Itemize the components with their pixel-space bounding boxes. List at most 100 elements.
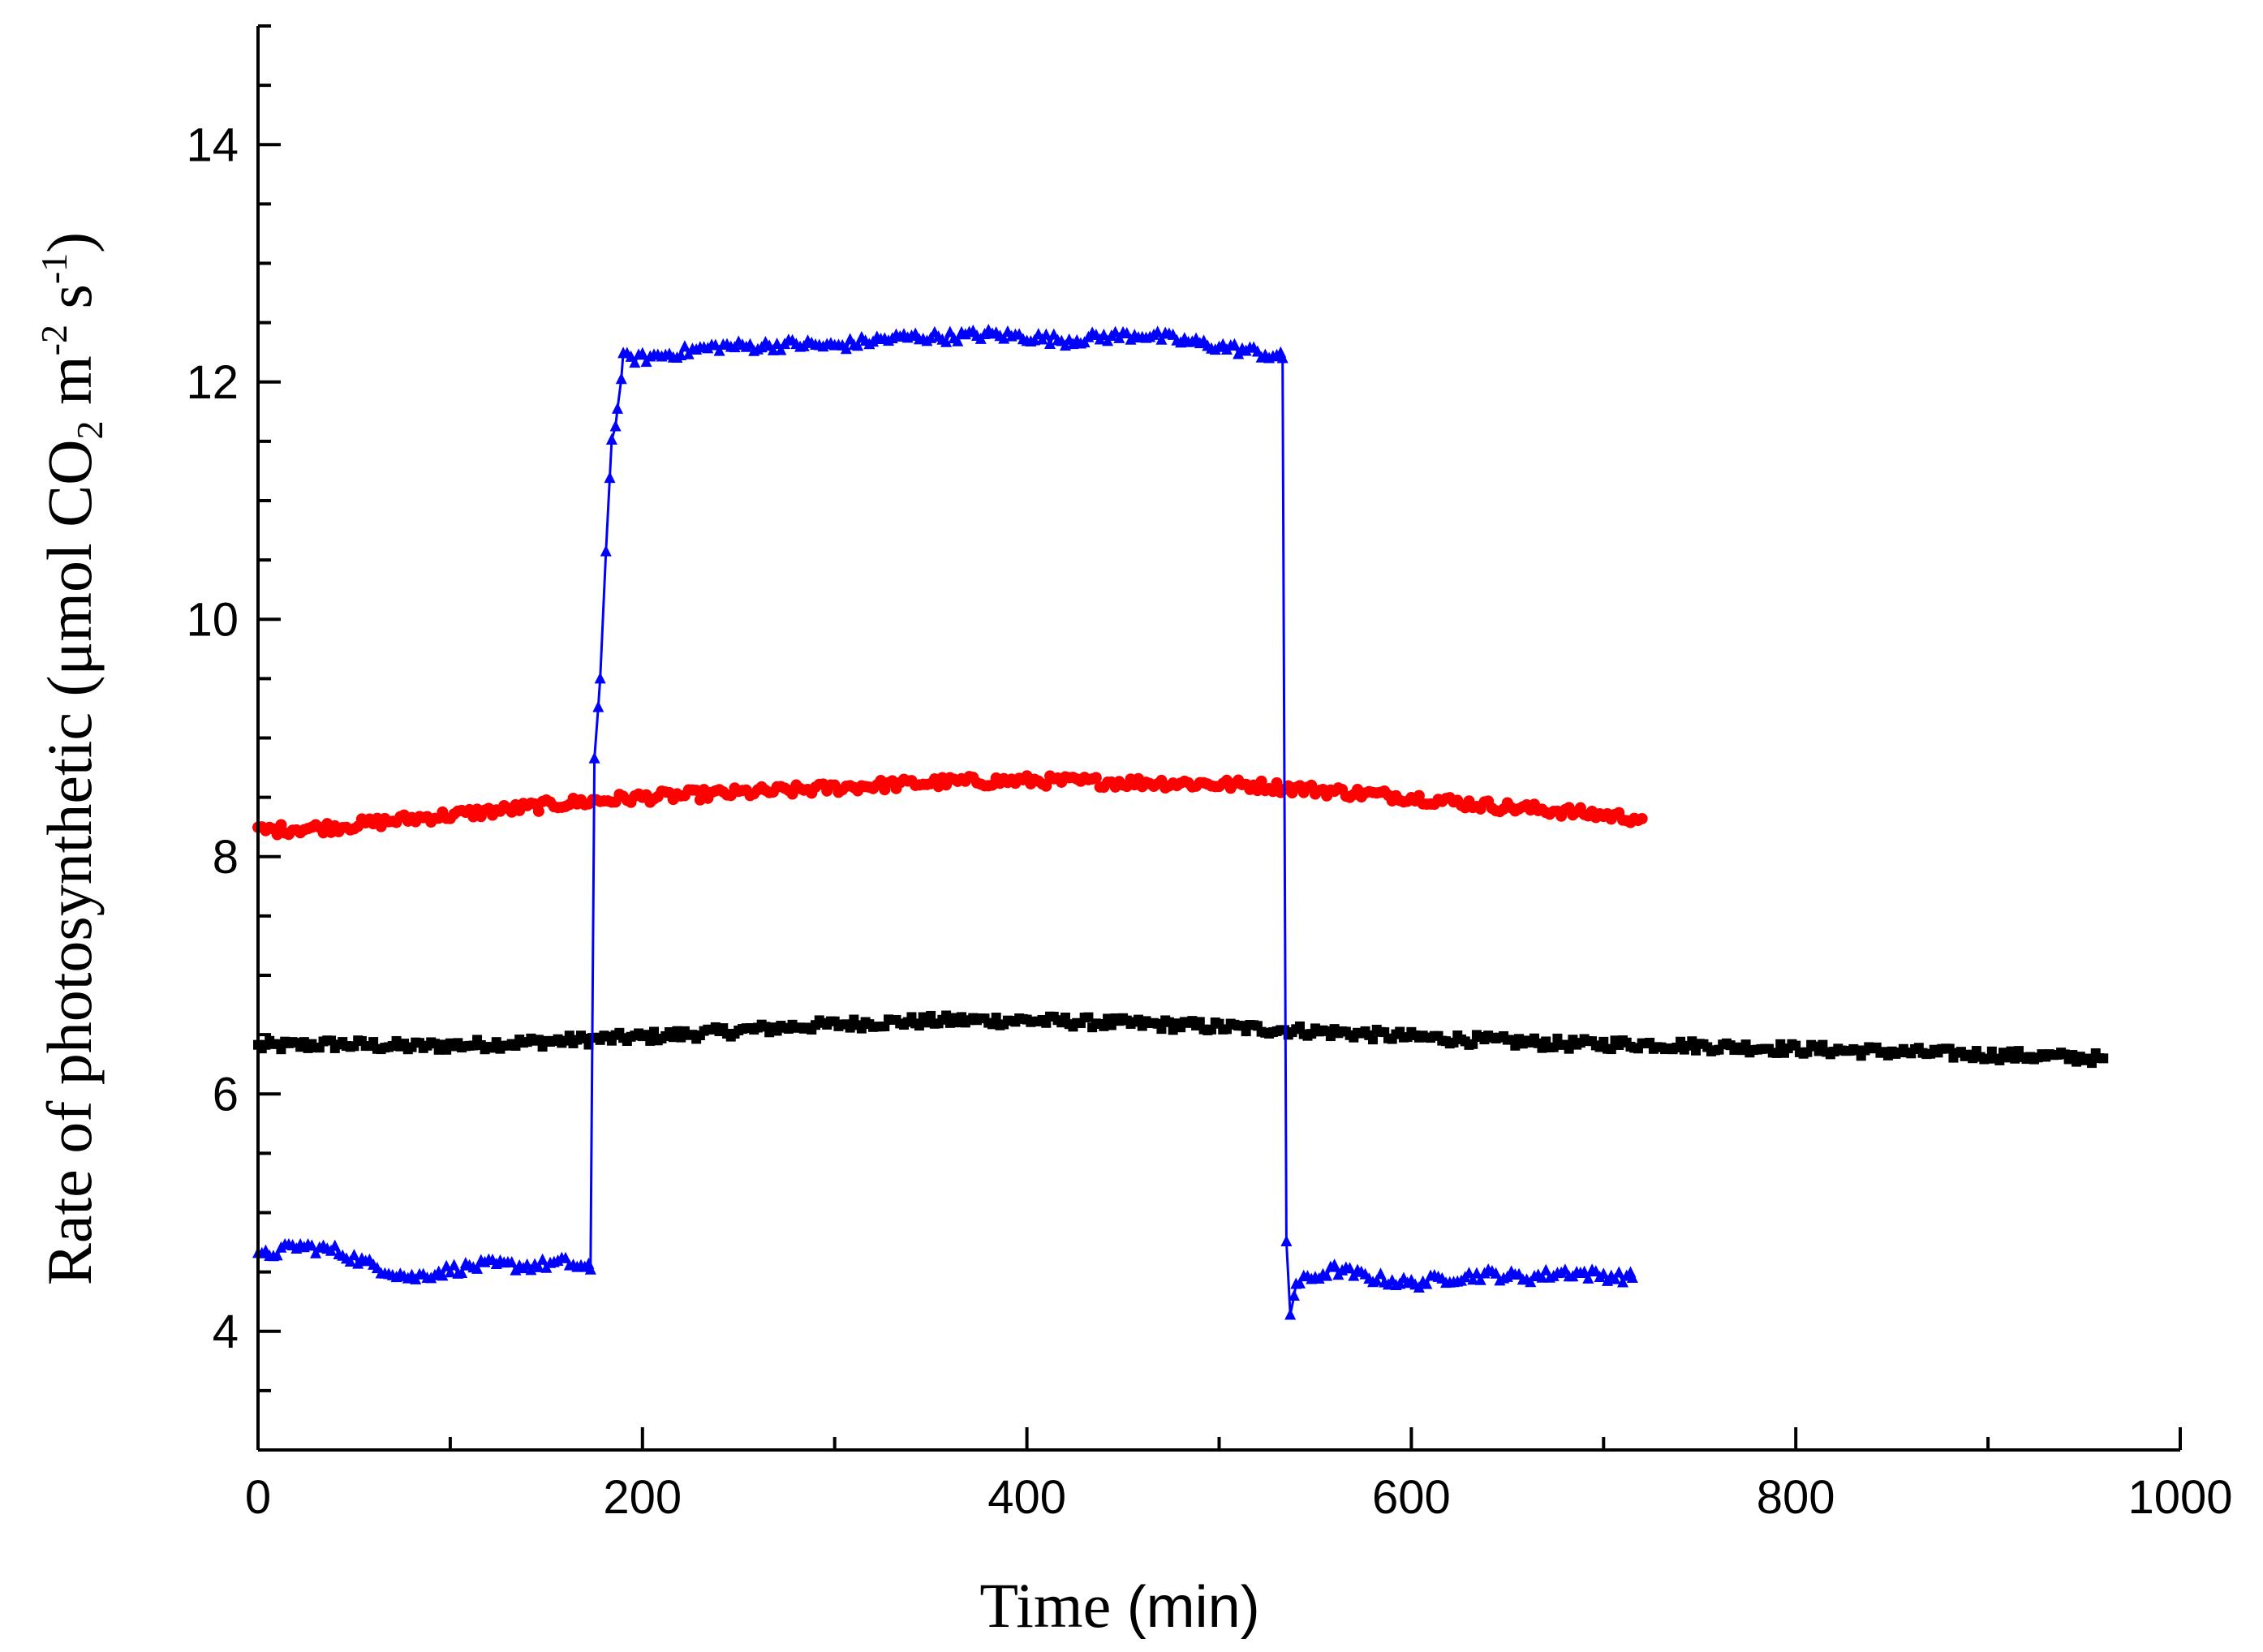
plot-series-layer <box>252 323 2109 1320</box>
data-point-blue <box>1421 1277 1433 1289</box>
data-point-red <box>1040 780 1052 792</box>
x-tick-label: 200 <box>603 1471 682 1524</box>
data-point-blue <box>1284 1308 1297 1320</box>
data-point-blue <box>1525 1276 1537 1288</box>
data-point-blue <box>444 1266 456 1278</box>
data-point-red <box>532 805 544 817</box>
data-point-blue <box>1044 337 1056 349</box>
data-point-blue <box>1321 1269 1333 1281</box>
x-axis-title-unit: (min) <box>1127 1575 1260 1640</box>
data-point-blue <box>600 544 612 557</box>
data-point-black <box>1083 1012 1094 1022</box>
data-point-blue <box>1467 1273 1479 1285</box>
y-axis-title-s-superscript: -1 <box>33 253 75 284</box>
series-red <box>252 770 1648 841</box>
y-axis-title-m: m <box>34 355 105 420</box>
data-point-blue <box>1370 1274 1383 1286</box>
data-point-blue <box>852 339 864 351</box>
data-point-black <box>1468 1039 1478 1049</box>
y-axis-title-suffix: ) <box>34 232 105 253</box>
data-point-black <box>645 1035 656 1046</box>
data-point-blue <box>588 751 600 764</box>
data-point-blue <box>1228 338 1241 350</box>
data-point-blue <box>1344 1262 1356 1274</box>
x-tick-label: 400 <box>987 1471 1066 1524</box>
data-point-blue <box>1609 1272 1621 1284</box>
data-point-black <box>1294 1021 1305 1031</box>
data-point-blue <box>536 1253 549 1265</box>
data-point-black <box>1802 1047 1813 1057</box>
data-point-black <box>1968 1053 1978 1064</box>
y-tick-label: 10 <box>186 593 239 646</box>
data-point-blue <box>456 1266 468 1278</box>
data-point-blue <box>506 1255 518 1267</box>
data-point-blue <box>560 1251 572 1263</box>
data-point-blue <box>594 672 606 684</box>
data-point-black <box>845 1022 855 1033</box>
data-point-black <box>2006 1046 2016 1056</box>
data-point-blue <box>775 343 787 355</box>
data-point-blue <box>636 346 648 359</box>
series-line-blue <box>257 328 1634 1315</box>
y-tick-label: 14 <box>186 118 239 171</box>
data-point-blue <box>605 433 617 445</box>
data-point-blue <box>1348 1269 1360 1281</box>
data-point-blue <box>1626 1271 1638 1283</box>
data-point-blue <box>1474 1273 1486 1285</box>
data-point-blue <box>1328 1258 1340 1271</box>
data-point-blue <box>1280 1235 1293 1247</box>
data-point-blue <box>1598 1267 1610 1280</box>
data-point-blue <box>448 1258 460 1271</box>
data-point-blue <box>1470 1267 1482 1279</box>
data-point-black <box>1676 1036 1686 1047</box>
data-point-blue <box>1536 1271 1548 1283</box>
data-point-blue <box>1559 1263 1571 1276</box>
data-point-black <box>1775 1039 1786 1049</box>
data-point-blue <box>615 372 627 385</box>
data-point-blue <box>329 1239 341 1251</box>
data-point-blue <box>1155 333 1168 345</box>
data-point-black <box>1156 1024 1167 1035</box>
data-point-blue <box>1490 1267 1502 1279</box>
data-point-black <box>1548 1042 1559 1052</box>
data-point-blue <box>1375 1267 1387 1280</box>
data-point-black <box>326 1035 337 1046</box>
data-point-blue <box>437 1269 449 1281</box>
y-tick-label: 8 <box>213 831 239 884</box>
data-point-blue <box>592 700 604 712</box>
data-point-blue <box>767 343 779 355</box>
data-point-blue <box>306 1239 318 1251</box>
data-point-blue <box>744 338 756 350</box>
x-ticks: 0 200 400 600 800 1000 <box>245 1427 2233 1524</box>
data-point-blue <box>584 1263 596 1275</box>
data-point-blue <box>532 1260 544 1272</box>
data-point-black <box>941 1010 952 1021</box>
data-point-blue <box>1582 1271 1594 1284</box>
data-point-black <box>2087 1058 2097 1069</box>
data-point-black <box>649 1026 660 1037</box>
data-point-black <box>1368 1035 1379 1045</box>
data-point-black <box>1994 1055 2005 1065</box>
data-point-blue <box>1616 1276 1628 1288</box>
data-point-blue <box>713 344 725 356</box>
data-point-black <box>1771 1048 1782 1058</box>
data-point-black <box>2010 1053 2020 1064</box>
data-point-blue <box>629 356 641 368</box>
data-point-blue <box>678 340 691 352</box>
data-point-blue <box>1540 1263 1552 1276</box>
data-point-black <box>926 1010 936 1021</box>
y-ticks: 4 6 8 10 12 14 <box>186 24 281 1452</box>
data-point-black <box>914 1021 924 1031</box>
data-point-red <box>1636 812 1648 824</box>
data-point-black <box>1194 1017 1205 1027</box>
data-point-black <box>1099 1021 1109 1031</box>
data-point-blue <box>1413 1280 1425 1293</box>
data-point-blue <box>1613 1266 1625 1278</box>
y-tick-label: 12 <box>186 356 239 409</box>
data-point-blue <box>604 471 616 484</box>
data-point-black <box>276 1044 286 1055</box>
x-tick-label: 1000 <box>2127 1471 2232 1524</box>
data-point-blue <box>952 334 964 346</box>
y-axis-title-prefix: Rate of photosynthetic (μmol CO <box>34 439 105 1285</box>
y-tick-label: 4 <box>213 1306 239 1358</box>
